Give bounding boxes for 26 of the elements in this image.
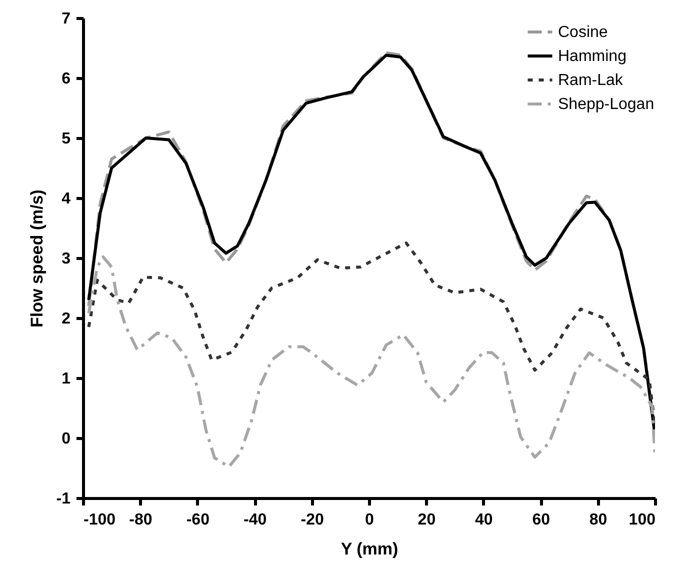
y-tick-label: 1 bbox=[62, 370, 71, 388]
x-tick-label: -20 bbox=[300, 512, 324, 528]
x-tick-label: 100 bbox=[628, 512, 656, 528]
y-tick-label: -1 bbox=[56, 490, 71, 508]
legend-label: Hamming bbox=[558, 48, 626, 65]
x-tick-label: 60 bbox=[532, 512, 550, 528]
x-tick-label: 40 bbox=[475, 512, 493, 528]
y-tick-label: 3 bbox=[62, 250, 71, 268]
y-tick-label: 6 bbox=[62, 70, 71, 88]
y-tick-label: 5 bbox=[62, 130, 71, 148]
x-tick-label: 80 bbox=[589, 512, 608, 528]
y-tick-label: 0 bbox=[62, 430, 71, 448]
x-tick-label: -60 bbox=[186, 512, 210, 528]
y-tick-label: 7 bbox=[62, 10, 71, 28]
x-tick-label: 0 bbox=[365, 512, 374, 528]
y-tick-label: 2 bbox=[62, 310, 71, 328]
y-axis-title: Flow speed (m/s) bbox=[27, 190, 46, 328]
x-tick-label: -80 bbox=[129, 512, 152, 528]
legend-label: Ram-Lak bbox=[558, 72, 624, 89]
legend-label: Cosine bbox=[558, 24, 608, 41]
x-tick-label: 20 bbox=[418, 512, 436, 528]
y-tick-label: 4 bbox=[62, 190, 71, 208]
legend-label: Shepp-Logan bbox=[558, 96, 654, 113]
x-tick-label: -100 bbox=[84, 512, 116, 528]
x-axis-title: Y (mm) bbox=[340, 540, 398, 558]
x-tick-label: -40 bbox=[244, 512, 267, 528]
